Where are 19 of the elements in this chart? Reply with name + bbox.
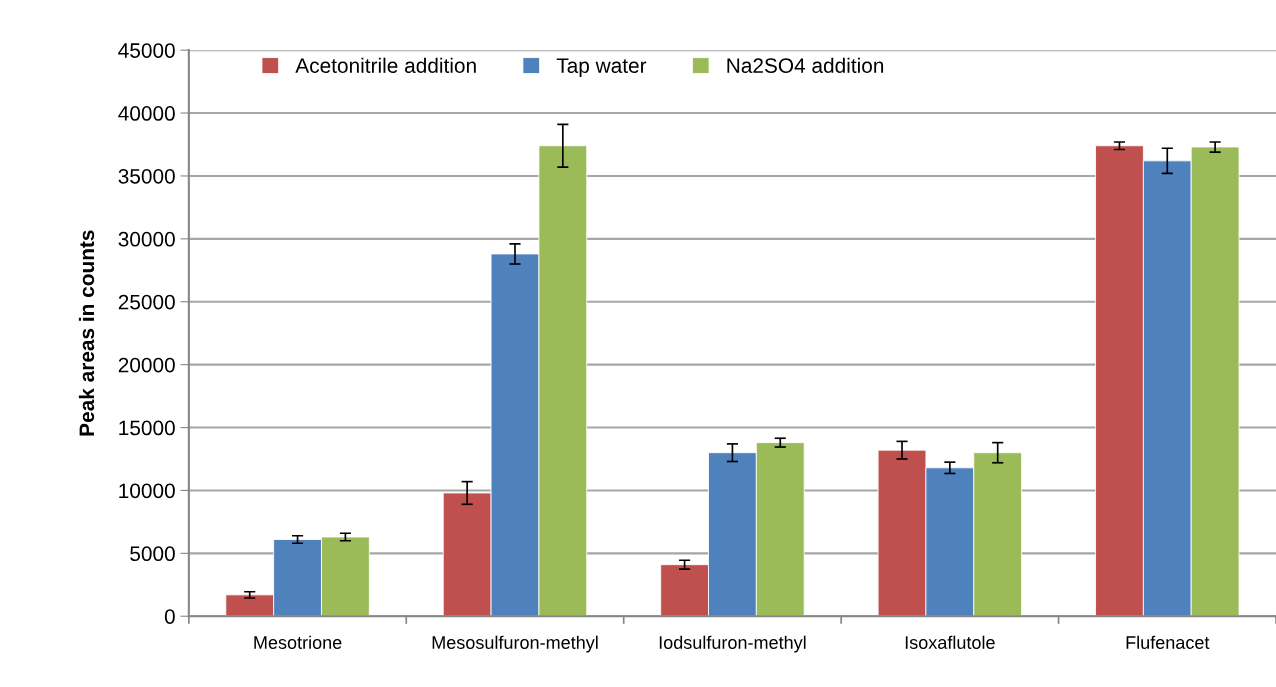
x-tick-label: Iodsulfuron-methyl <box>659 635 806 653</box>
x-tick-label: Mesosulfuron-methyl <box>432 635 598 653</box>
y-tick-label: 25000 <box>118 294 175 310</box>
y-tick-label: 15000 <box>119 420 175 436</box>
legend-label: Tap water <box>556 58 647 78</box>
y-tick-label: 35000 <box>118 168 175 184</box>
y-tick-label: 20000 <box>118 357 175 373</box>
x-tick-label: Flufenacet <box>1126 635 1210 649</box>
y-tick-label: 0 <box>164 609 175 624</box>
y-tick-label: 45000 <box>118 43 175 58</box>
x-tick-label: Isoxaflutole <box>905 635 995 649</box>
y-tick-label: 40000 <box>118 106 175 121</box>
y-axis-title: Peak areas in counts <box>78 230 95 436</box>
y-tick-label: 30000 <box>118 231 175 247</box>
legend-label: Na2SO4 addition <box>727 57 884 73</box>
legend-label: Acetonitrile addition <box>295 57 476 73</box>
y-tick-label: 5000 <box>130 546 175 562</box>
y-tick-label: 10000 <box>119 483 175 499</box>
x-tick-label: Mesotrione <box>254 635 342 649</box>
